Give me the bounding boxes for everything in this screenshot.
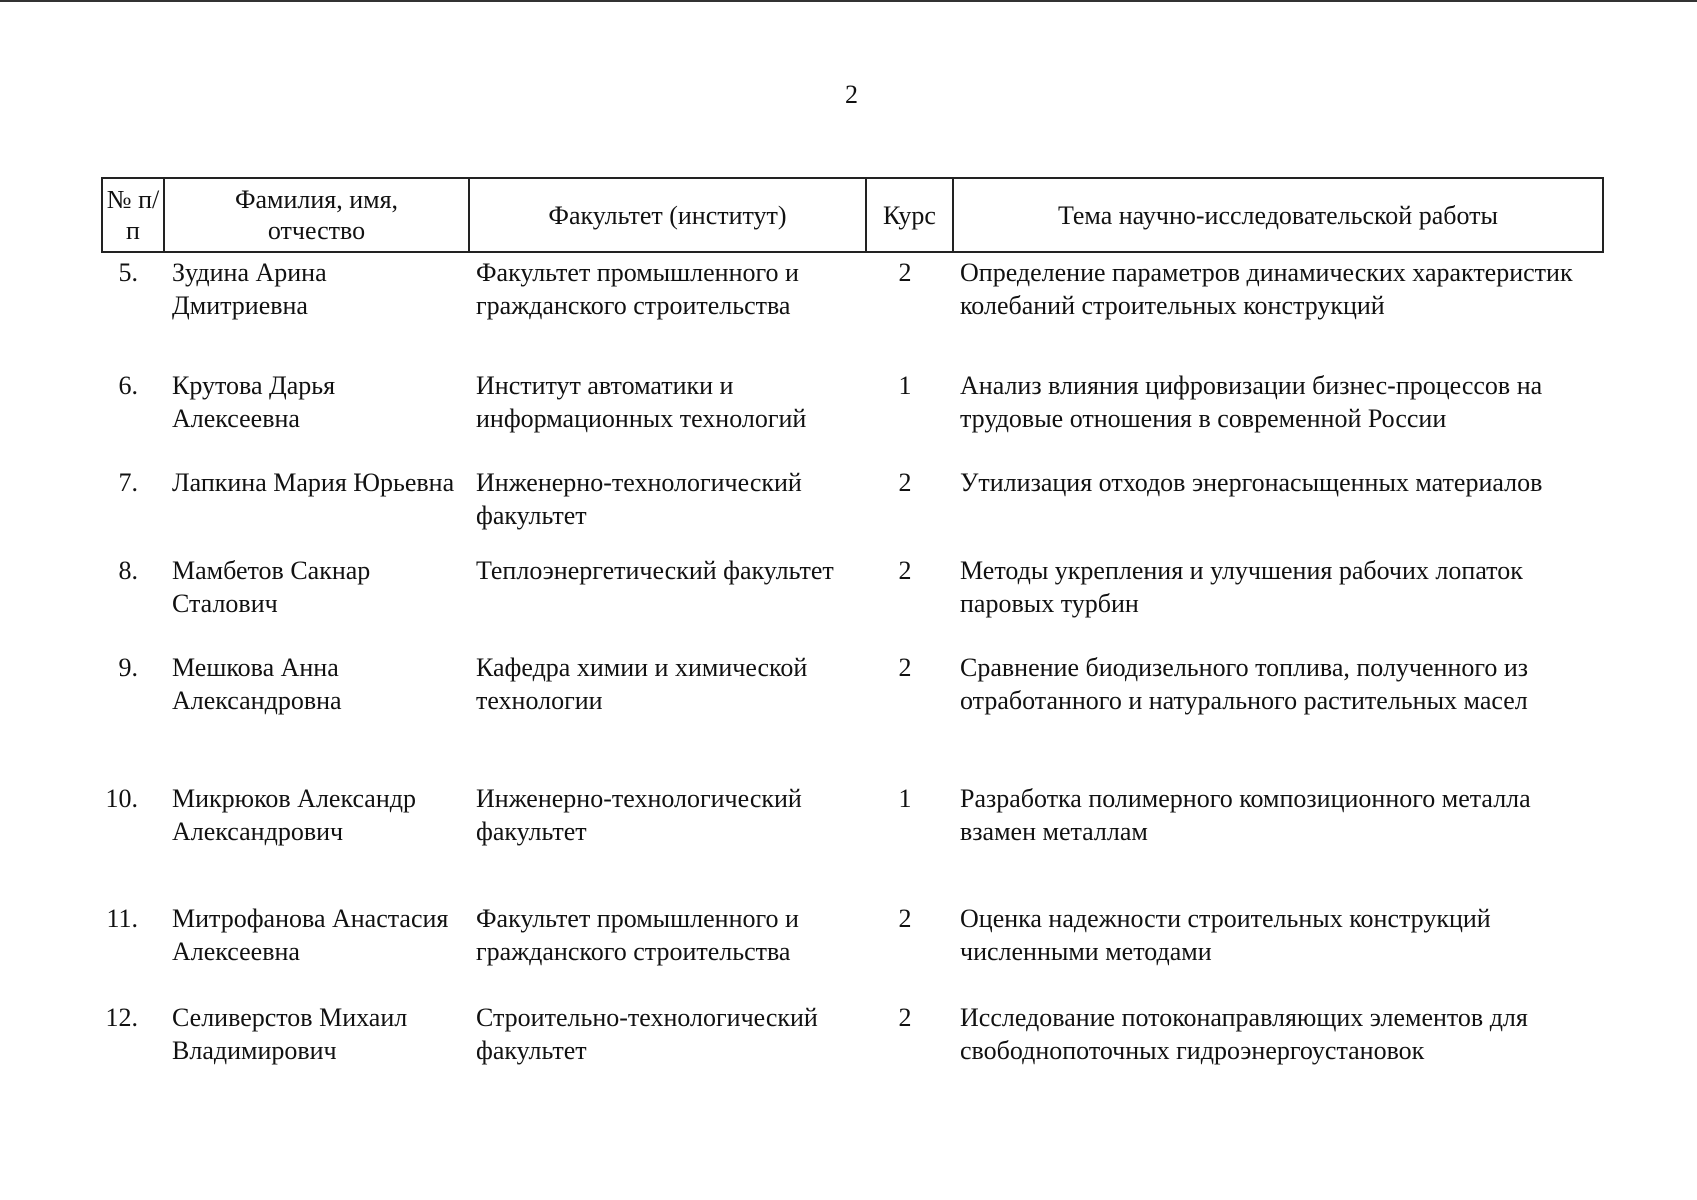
cell-topic: Утилизация отходов энергонасыщенных мате… [960,468,1543,497]
header-faculty: Факультет (институт) [468,179,865,251]
cell-topic: Определение параметров динамических хара… [960,258,1573,320]
cell-name: Крутова Дарья Алексеевна [172,371,336,433]
cell-num: 8. [118,556,139,585]
cell-faculty: Факультет промышленного и гражданского с… [476,258,799,320]
cell-name: Зудина Арина Дмитриевна [172,258,327,320]
cell-faculty: Институт автоматики и информационных тех… [476,371,807,433]
cell-num: 10. [105,784,139,813]
cell-course: 2 [898,556,912,585]
cell-faculty: Факультет промышленного и гражданского с… [476,904,799,966]
cell-num: 11. [106,904,138,933]
page-top-border [0,0,1697,2]
cell-num: 7. [118,468,139,497]
cell-num: 9. [118,653,139,682]
cell-name: Селиверстов Михаил Владимирович [172,1003,408,1065]
cell-faculty: Строительно-технологический факультет [476,1003,818,1065]
cell-name: Мамбетов Сакнар Сталович [172,556,371,618]
header-topic: Тема научно-исследовательской работы [952,179,1602,251]
header-name: Фамилия, имя, отчество [163,179,468,251]
cell-course: 2 [898,1003,912,1032]
cell-course: 1 [898,371,912,400]
cell-topic: Разработка полимерного композиционного м… [960,784,1531,846]
cell-name: Мешкова Анна Александровна [172,653,342,715]
cell-course: 2 [898,904,912,933]
cell-name: Микрюков Александр Александрович [172,784,416,846]
cell-num: 12. [105,1003,139,1032]
cell-topic: Анализ влияния цифровизации бизнес-проце… [960,371,1543,433]
cell-name: Лапкина Мария Юрьевна [172,468,455,497]
cell-topic: Методы укрепления и улучшения рабочих ло… [960,556,1523,618]
cell-course: 1 [898,784,912,813]
cell-faculty: Теплоэнергетический факультет [476,556,834,585]
cell-course: 2 [898,653,912,682]
cell-topic: Сравнение биодизельного топлива, получен… [960,653,1529,715]
cell-name: Митрофанова Анастасия Алексеевна [172,904,449,966]
cell-course: 2 [898,258,912,287]
cell-course: 2 [898,468,912,497]
table-header: № п/п Фамилия, имя, отчество Факультет (… [101,177,1604,253]
cell-num: 5. [118,258,139,287]
cell-faculty: Инженерно-технологический факультет [476,468,802,530]
page-number: 2 [845,80,858,109]
cell-num: 6. [118,371,139,400]
header-course: Курс [865,179,952,251]
cell-faculty: Инженерно-технологический факультет [476,784,802,846]
header-num: № п/п [106,185,160,245]
cell-faculty: Кафедра химии и химической технологии [476,653,808,715]
cell-topic: Оценка надежности строительных конструкц… [960,904,1491,966]
cell-topic: Исследование потоконаправляющих элементо… [960,1003,1528,1065]
